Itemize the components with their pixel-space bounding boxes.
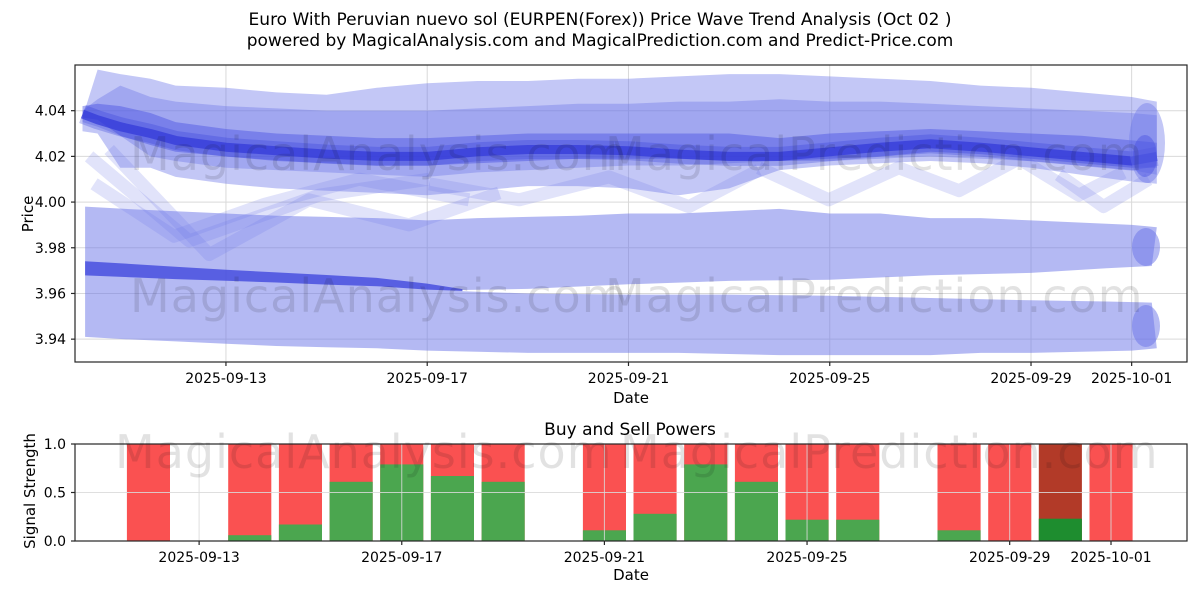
band-end-cap xyxy=(1129,103,1165,183)
price-tick-label: 4.00 xyxy=(35,195,66,211)
price-tick-label: 4.04 xyxy=(35,104,66,120)
band-end-cap xyxy=(1132,305,1160,347)
watermarks: MagicalAnalysis.com MagicalPrediction.co… xyxy=(115,127,1159,479)
buy-bar xyxy=(329,481,373,541)
watermark-prediction-bottom: MagicalPrediction.com xyxy=(620,425,1159,479)
buy-bar xyxy=(430,476,474,541)
buy-bar xyxy=(481,481,525,541)
accent-wave xyxy=(756,152,1127,207)
buy-bar xyxy=(1038,518,1082,541)
date-tick-label: 2025-09-25 xyxy=(766,550,847,566)
buy-bar xyxy=(684,464,728,541)
date-tick-label: 2025-09-21 xyxy=(564,550,645,566)
buy-bar xyxy=(228,535,272,541)
watermark-analysis-mid: MagicalAnalysis.com xyxy=(130,269,628,323)
price-axis-label: Price xyxy=(19,195,37,233)
watermark-prediction-mid: MagicalPrediction.com xyxy=(605,269,1144,323)
date-tick-label: 2025-09-13 xyxy=(185,371,266,387)
date-tick-label: 2025-09-29 xyxy=(969,550,1050,566)
date-tick-label: 2025-09-13 xyxy=(158,550,239,566)
buy-sell-chart-title: Buy and Sell Powers xyxy=(544,420,716,440)
date-tick-label: 2025-09-25 xyxy=(789,371,870,387)
band-end-cap xyxy=(1132,228,1160,266)
date-tick-label: 2025-09-17 xyxy=(387,371,468,387)
upper-band-outer xyxy=(82,69,1157,196)
upper-core-line xyxy=(80,109,1158,166)
price-tick-label: 3.98 xyxy=(35,241,66,257)
lower-band xyxy=(85,206,1157,356)
chart-title-line1: Euro With Peruvian nuevo sol (EURPEN(For… xyxy=(248,10,952,30)
watermark-analysis-top: MagicalAnalysis.com xyxy=(130,127,628,181)
accent-wave xyxy=(1054,169,1153,214)
price-tick-label: 4.02 xyxy=(35,149,66,165)
price-tick-label: 3.96 xyxy=(35,286,66,302)
date-tick-label: 2025-09-17 xyxy=(361,550,442,566)
date-tick-label: 2025-09-29 xyxy=(990,371,1071,387)
accent-wave xyxy=(428,164,762,214)
chart-title-line2: powered by MagicalAnalysis.com and Magic… xyxy=(246,31,954,51)
buy-bar xyxy=(278,524,322,541)
date-axis-label-bottom: Date xyxy=(613,566,649,584)
date-tick-label: 2025-10-01 xyxy=(1091,371,1172,387)
lower-core-line xyxy=(85,261,463,291)
signal-strength-axis-label: Signal Strength xyxy=(21,433,39,549)
buy-bar xyxy=(937,530,981,541)
watermark-prediction-top: MagicalPrediction.com xyxy=(605,127,1144,181)
buy-bar xyxy=(836,519,880,541)
watermark-analysis-bottom: MagicalAnalysis.com xyxy=(115,425,613,479)
buy-bar xyxy=(633,513,677,541)
signal-tick-label: 1.0 xyxy=(44,437,66,453)
price-chart-frame xyxy=(74,64,1188,363)
buy-sell-chart: 1.0 0.5 0.0 2025-09-13 2025-09-17 2025-09-21 2… xyxy=(44,437,1188,566)
price-tick-label: 3.94 xyxy=(35,332,66,348)
signal-tick-label: 0.5 xyxy=(44,486,66,502)
chart-title: Euro With Peruvian nuevo sol (EURPEN(For… xyxy=(0,10,1200,52)
buy-bar xyxy=(734,481,778,541)
date-tick-label: 2025-10-01 xyxy=(1070,550,1151,566)
price-wave-chart: 4.04 4.02 4.00 3.98 3.96 3.94 2025-09-13 2025-0… xyxy=(35,64,1188,387)
date-tick-label: 2025-09-21 xyxy=(588,371,669,387)
signal-tick-label: 0.0 xyxy=(44,534,66,550)
band-end-cap xyxy=(1133,135,1157,177)
date-axis-label-top: Date xyxy=(613,389,649,407)
